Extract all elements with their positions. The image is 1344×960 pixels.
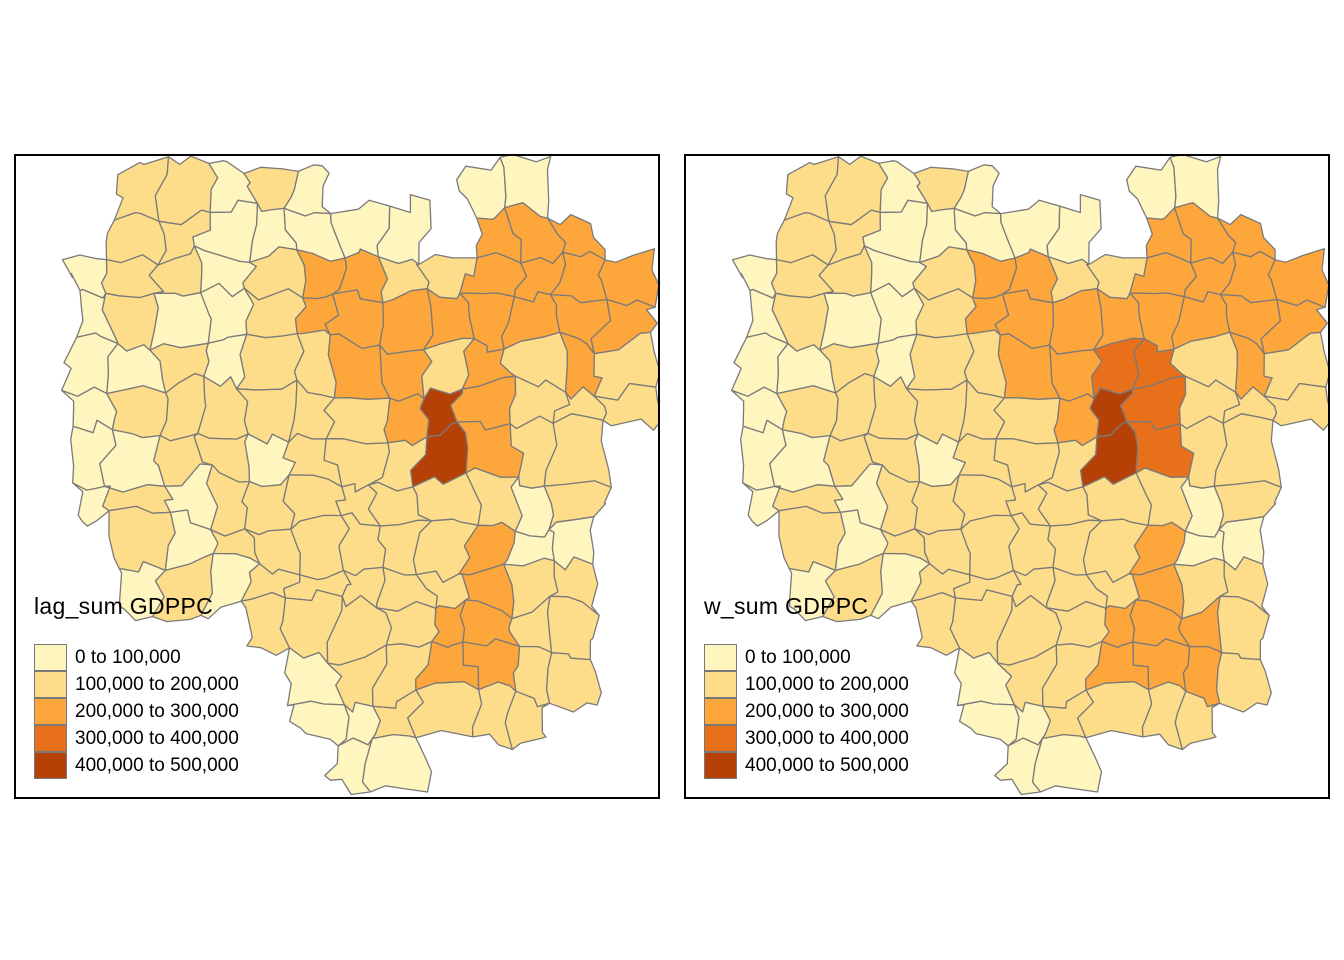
legend-row: 0 to 100,000: [34, 644, 239, 671]
county-region: [1213, 413, 1282, 488]
legend-swatch: [34, 671, 67, 698]
county-region: [504, 690, 551, 751]
legend-items-right: 0 to 100,000 100,000 to 200,000 200,000 to…: [704, 644, 909, 779]
choropleth-map-right: [730, 156, 1328, 796]
county-region: [1077, 681, 1153, 739]
legend-label: 0 to 100,000: [745, 646, 851, 668]
legend-label: 100,000 to 200,000: [745, 673, 909, 695]
county-region: [593, 382, 658, 431]
county-region: [1053, 393, 1100, 447]
county-region: [456, 156, 507, 221]
legend-swatch: [704, 752, 737, 779]
county-region: [108, 505, 176, 573]
county-region: [1101, 599, 1137, 649]
legend-row: 0 to 100,000: [704, 644, 909, 671]
legend-swatch: [704, 698, 737, 725]
county-region: [543, 413, 612, 488]
legend-row: 100,000 to 200,000: [34, 671, 239, 698]
legend-swatch: [704, 671, 737, 698]
county-region: [1174, 690, 1221, 751]
legend-swatch: [704, 644, 737, 671]
county-region: [1267, 248, 1328, 308]
legend-label: 200,000 to 300,000: [75, 700, 239, 722]
county-region: [323, 397, 391, 445]
legend-swatch: [34, 752, 67, 779]
legend-label: 400,000 to 500,000: [75, 754, 239, 776]
legend-label: 100,000 to 200,000: [75, 673, 239, 695]
legend-label: 300,000 to 400,000: [745, 727, 909, 749]
county-region: [1215, 652, 1272, 713]
county-region: [149, 292, 212, 351]
legend-row: 100,000 to 200,000: [704, 671, 909, 698]
county-region: [407, 681, 483, 739]
legend-swatch: [34, 644, 67, 671]
legend-row: 300,000 to 400,000: [704, 725, 909, 752]
map-panel-right: w_sum GDPPC 0 to 100,000 100,000 to 200,0…: [684, 154, 1330, 799]
county-region: [956, 700, 1020, 747]
legend-row: 400,000 to 500,000: [34, 752, 239, 779]
legend-swatch: [34, 698, 67, 725]
legend-title-right: w_sum GDPPC: [704, 593, 869, 619]
legend-row: 300,000 to 400,000: [34, 725, 239, 752]
legend-label: 300,000 to 400,000: [75, 727, 239, 749]
legend-swatch: [704, 725, 737, 752]
county-region: [431, 599, 467, 649]
legend-row: 200,000 to 300,000: [34, 698, 239, 725]
legend-swatch: [34, 725, 67, 752]
county-region: [1263, 382, 1328, 431]
county-region: [778, 505, 846, 573]
legend-left: lag_sum GDPPC 0 to 100,000 100,000 to 200…: [34, 593, 239, 779]
county-region: [993, 397, 1061, 445]
county-region: [1031, 733, 1103, 793]
county-region: [383, 393, 430, 447]
legend-row: 200,000 to 300,000: [704, 698, 909, 725]
county-region: [361, 733, 433, 793]
legend-title-left: lag_sum GDPPC: [34, 593, 214, 619]
county-region: [819, 292, 882, 351]
legend-label: 400,000 to 500,000: [745, 754, 909, 776]
county-region: [597, 248, 658, 308]
legend-right: w_sum GDPPC 0 to 100,000 100,000 to 200,0…: [704, 593, 909, 779]
choropleth-map-left: [60, 156, 658, 796]
legend-label: 200,000 to 300,000: [745, 700, 909, 722]
county-region: [1126, 156, 1177, 221]
legend-row: 400,000 to 500,000: [704, 752, 909, 779]
legend-label: 0 to 100,000: [75, 646, 181, 668]
county-region: [545, 652, 602, 713]
county-region: [286, 700, 350, 747]
map-panel-left: lag_sum GDPPC 0 to 100,000 100,000 to 200…: [14, 154, 660, 799]
legend-items-left: 0 to 100,000 100,000 to 200,000 200,000 to…: [34, 644, 239, 779]
